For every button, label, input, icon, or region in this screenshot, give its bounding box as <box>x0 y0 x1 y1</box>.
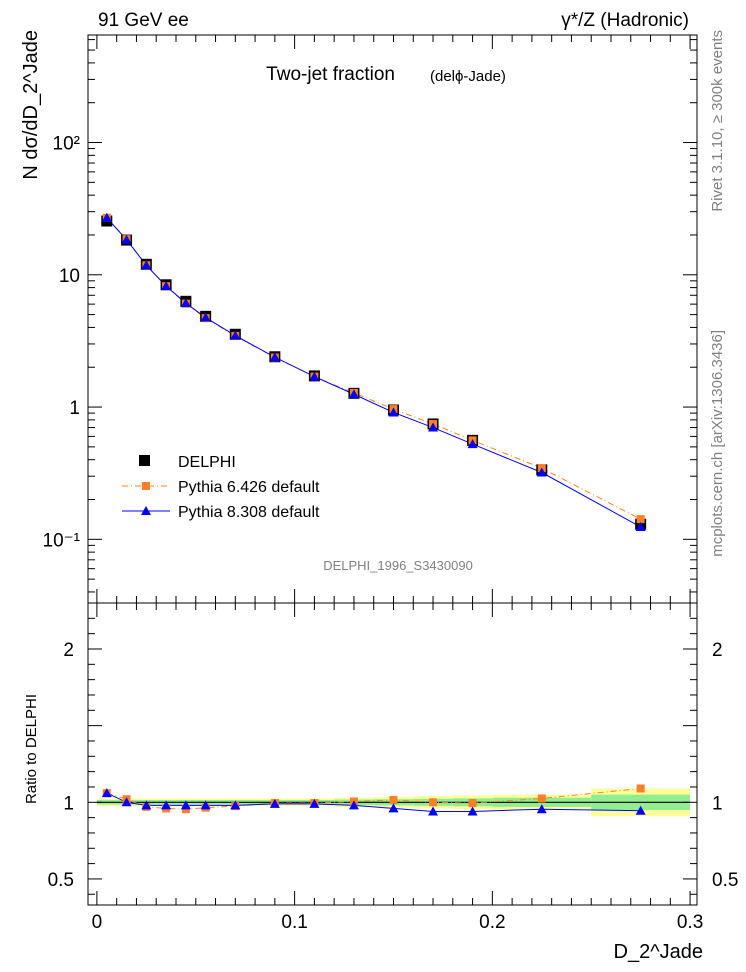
legend-delphi-label: DELPHI <box>178 454 236 471</box>
main-ylabel: N dσ/dD_2^Jade <box>20 30 42 180</box>
ratio-pythia8-point <box>348 800 359 810</box>
ratio-pythia6-point <box>636 784 645 793</box>
main-series-group <box>101 212 647 531</box>
xtick-label: 0 <box>92 912 103 933</box>
ratio-pythia8-point <box>101 788 112 798</box>
pythia8-point <box>467 439 478 449</box>
ratio-frame <box>87 602 698 906</box>
ratio-pythia6-point <box>429 798 438 807</box>
ratio-pythia8-point <box>121 797 132 807</box>
main-ytick-label: 10 <box>59 266 80 287</box>
pythia8-point <box>141 260 152 270</box>
mcplots-label: mcplots.cern.ch [arXiv:1306.3436] <box>709 330 726 557</box>
legend-pythia8-marker <box>141 506 151 515</box>
ratio-ytick-label-right: 0.5 <box>712 870 738 891</box>
pythia8-point <box>121 234 132 244</box>
analysis-watermark: DELPHI_1996_S3430090 <box>323 558 473 573</box>
main-title: Two-jet fraction <box>266 64 395 85</box>
legend-delphi-marker <box>139 455 150 466</box>
main-ytick-label: 1 <box>69 398 80 419</box>
ratio-pythia6-point <box>537 794 546 803</box>
pythia8-point <box>200 312 211 322</box>
main-panel: 10⁻¹ 1 10 10² <box>43 35 697 603</box>
pythia6-point <box>636 515 645 524</box>
ratio-pythia8-point <box>309 798 320 808</box>
main-ytick-label: 10⁻¹ <box>43 530 81 551</box>
pythia8-point <box>348 389 359 399</box>
ratio-ytick-label: 1 <box>63 793 74 814</box>
legend: DELPHI Pythia 6.426 default Pythia 8.308… <box>122 454 320 521</box>
ratio-pythia8-point <box>388 803 399 813</box>
pythia8-point <box>536 467 547 477</box>
main-subtitle: (delϕ-Jade) <box>430 68 506 85</box>
ratio-pythia8-point <box>200 800 211 810</box>
ratio-ytick-label-right: 1 <box>712 793 723 814</box>
ratio-series-group <box>101 784 646 816</box>
ratio-ytick-label: 2 <box>63 640 74 661</box>
xtick-label: 0.1 <box>281 912 307 933</box>
ratio-pythia8-point <box>428 806 439 816</box>
pythia8-point <box>101 212 112 222</box>
ratio-ylabel: Ratio to DELPHI <box>23 694 40 804</box>
pythia8-point <box>388 407 399 417</box>
pythia8-point <box>230 330 241 340</box>
ratio-ytick-label-right: 2 <box>712 640 723 661</box>
xtick-label: 0.2 <box>479 912 505 933</box>
header-right: γ*/Z (Hadronic) <box>561 10 689 31</box>
ratio-pythia6-point <box>468 799 477 808</box>
ratio-ytick-label: 0.5 <box>48 870 74 891</box>
xlabel: D_2^Jade <box>614 941 703 963</box>
legend-pythia6-label: Pythia 6.426 default <box>178 479 320 496</box>
ratio-pythia8-point <box>180 800 191 810</box>
xtick-label: 0.3 <box>677 912 703 933</box>
pythia8-point <box>635 521 646 531</box>
pythia8-point <box>161 281 172 291</box>
legend-pythia6-marker <box>142 482 150 490</box>
legend-pythia8-label: Pythia 8.308 default <box>178 504 320 521</box>
pythia8-point <box>269 352 280 362</box>
pythia8-point <box>180 298 191 308</box>
ratio-panel: 0 0.1 0.2 0.3 0.5 0.5 1 1 2 2 <box>48 603 738 933</box>
ratio-pythia8-point <box>141 800 152 810</box>
ratio-pythia8-point <box>467 806 478 816</box>
ratio-pythia6-point <box>389 795 398 804</box>
ratio-pythia8-point <box>635 805 646 815</box>
header-left: 91 GeV ee <box>98 10 189 31</box>
pythia6-line <box>106 217 641 520</box>
ratio-pythia8-point <box>269 798 280 808</box>
rivet-version-label: Rivet 3.1.10, ≥ 300k events <box>709 30 726 212</box>
pythia8-point <box>309 371 320 381</box>
main-ytick-label: 10² <box>53 134 80 155</box>
ratio-pythia8-point <box>536 804 547 814</box>
ratio-pythia8-point <box>161 800 172 810</box>
pythia8-point <box>428 422 439 432</box>
ratio-pythia8-point <box>230 800 241 810</box>
